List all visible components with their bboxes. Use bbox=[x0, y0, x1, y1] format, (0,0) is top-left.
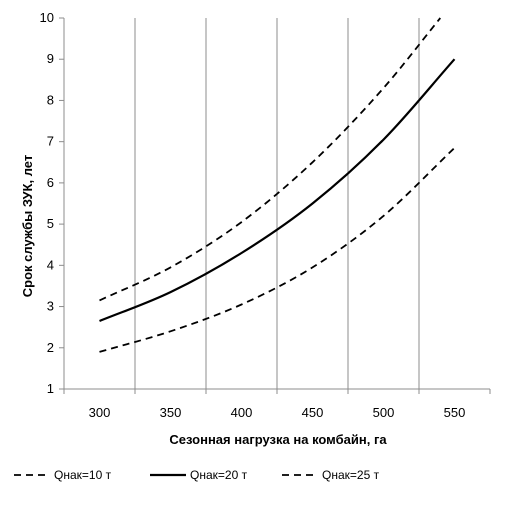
y-tick-label: 4 bbox=[47, 257, 54, 272]
x-axis-title: Сезонная нагрузка на комбайн, га bbox=[169, 432, 387, 447]
series-line-2 bbox=[99, 58, 456, 323]
y-tick-label: 2 bbox=[47, 340, 54, 355]
y-tick-label: 5 bbox=[47, 216, 54, 231]
y-axis-title: Срок службы ЗУК, лет bbox=[20, 155, 35, 297]
legend-label-3: Qнак=25 т bbox=[322, 468, 380, 482]
grid bbox=[134, 18, 420, 389]
y-tick-label: 8 bbox=[47, 92, 54, 107]
y-tick-label: 10 bbox=[40, 10, 54, 25]
x-tick-label: 500 bbox=[373, 405, 395, 420]
legend-label-1: Qнак=10 т bbox=[54, 468, 112, 482]
legend: Qнак=10 т Qнак=20 т Qнак=25 т bbox=[14, 468, 380, 482]
x-tick-label: 300 bbox=[89, 405, 111, 420]
y-tick-label: 7 bbox=[47, 134, 54, 149]
y-tick-label: 1 bbox=[47, 381, 54, 396]
x-tick-label: 550 bbox=[444, 405, 466, 420]
x-tick-label: 400 bbox=[231, 405, 253, 420]
x-tick-label: 450 bbox=[302, 405, 324, 420]
x-tick-label: 350 bbox=[160, 405, 182, 420]
y-tick-label: 6 bbox=[47, 175, 54, 190]
series-line-1 bbox=[99, 147, 456, 353]
y-tick-label: 3 bbox=[47, 299, 54, 314]
legend-label-2: Qнак=20 т bbox=[190, 468, 248, 482]
tick-labels: 1 2 3 4 5 6 7 8 9 10 300 350 400 450 500 550 bbox=[40, 10, 466, 420]
series-lines bbox=[99, 17, 456, 353]
y-tick-label: 9 bbox=[47, 51, 54, 66]
plot-frame bbox=[59, 17, 491, 394]
series-line-3 bbox=[99, 17, 442, 302]
